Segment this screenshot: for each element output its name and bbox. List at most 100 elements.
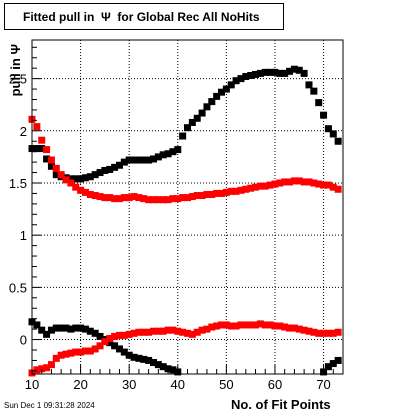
data-point xyxy=(198,109,206,117)
data-point xyxy=(135,328,143,336)
data-point xyxy=(247,321,255,329)
data-point xyxy=(86,347,94,355)
data-point xyxy=(227,81,235,89)
data-point xyxy=(96,193,104,201)
data-point xyxy=(159,363,167,371)
ticks-layer: 10 20 30 40 50 60 70 0 0.5 1 1.5 2 2.5 xyxy=(9,46,344,392)
data-point xyxy=(324,125,332,133)
data-point xyxy=(130,329,138,337)
data-point xyxy=(81,174,89,182)
data-point xyxy=(149,155,157,163)
data-point xyxy=(334,185,342,193)
data-point xyxy=(203,325,211,333)
data-point xyxy=(271,68,279,76)
data-point xyxy=(295,325,303,333)
data-point xyxy=(334,328,342,336)
data-point xyxy=(300,178,308,186)
data-point xyxy=(120,194,128,202)
data-point xyxy=(286,67,294,75)
data-point xyxy=(120,348,128,356)
data-point xyxy=(213,322,221,330)
data-point xyxy=(47,156,55,164)
data-point xyxy=(252,321,260,329)
data-point xyxy=(81,325,89,333)
data-point xyxy=(154,196,162,204)
data-point xyxy=(52,354,60,362)
x-tick-label: 20 xyxy=(73,377,87,392)
data-point xyxy=(111,332,119,340)
data-point xyxy=(115,161,123,169)
y-tick-label: 2 xyxy=(20,124,27,139)
data-point xyxy=(149,327,157,335)
data-point xyxy=(159,151,167,159)
data-point xyxy=(188,118,196,126)
data-point xyxy=(208,98,216,106)
data-point xyxy=(256,182,264,190)
data-point xyxy=(290,65,298,73)
y-tick-label: 0.5 xyxy=(9,280,27,295)
data-point xyxy=(334,356,342,364)
data-point xyxy=(276,322,284,330)
data-point xyxy=(72,348,80,356)
data-point xyxy=(222,188,230,196)
data-point xyxy=(261,321,269,329)
data-point xyxy=(164,196,172,204)
data-point xyxy=(237,321,245,329)
data-point xyxy=(115,331,123,339)
data-point xyxy=(290,324,298,332)
data-point xyxy=(67,325,75,333)
data-point xyxy=(281,69,289,77)
data-point xyxy=(81,188,89,196)
data-point xyxy=(174,195,182,203)
data-point xyxy=(324,181,332,189)
data-point xyxy=(91,329,99,337)
data-point xyxy=(320,181,328,189)
data-point xyxy=(208,190,216,198)
data-point xyxy=(247,71,255,79)
data-point xyxy=(315,180,323,188)
data-point xyxy=(72,324,80,332)
data-point xyxy=(86,327,94,335)
data-point xyxy=(193,328,201,336)
data-point xyxy=(213,189,221,197)
data-point xyxy=(334,137,342,145)
data-point xyxy=(140,328,148,336)
data-point xyxy=(174,146,182,154)
data-point xyxy=(125,194,133,202)
y-tick-label: 0 xyxy=(20,333,27,348)
timestamp: Sun Dec 1 09:31:28 2024 xyxy=(4,401,95,410)
data-point xyxy=(47,361,55,369)
data-point xyxy=(33,123,41,131)
data-point xyxy=(125,156,133,164)
data-point xyxy=(57,171,65,179)
chart-title: Fitted pull in Ψ for Global Rec All NoHi… xyxy=(23,9,260,24)
data-point xyxy=(227,322,235,330)
data-point xyxy=(154,153,162,161)
x-tick-label: 10 xyxy=(25,377,39,392)
data-point xyxy=(130,353,138,361)
data-point xyxy=(154,327,162,335)
data-point xyxy=(281,178,289,186)
data-point xyxy=(169,195,177,203)
data-point xyxy=(47,162,55,170)
data-point xyxy=(120,331,128,339)
data-point xyxy=(193,192,201,200)
data-point xyxy=(218,321,226,329)
data-point xyxy=(324,363,332,371)
data-point xyxy=(261,182,269,190)
data-point xyxy=(149,196,157,204)
data-point xyxy=(130,156,138,164)
data-point xyxy=(47,326,55,334)
data-point xyxy=(213,92,221,100)
data-point xyxy=(237,186,245,194)
data-point xyxy=(164,150,172,158)
data-point xyxy=(300,69,308,77)
data-point xyxy=(62,350,70,358)
data-point xyxy=(135,354,143,362)
data-point xyxy=(242,73,250,81)
data-point xyxy=(43,330,51,338)
data-point xyxy=(145,156,153,164)
data-point xyxy=(188,193,196,201)
data-point xyxy=(266,68,274,76)
data-point xyxy=(232,77,240,85)
